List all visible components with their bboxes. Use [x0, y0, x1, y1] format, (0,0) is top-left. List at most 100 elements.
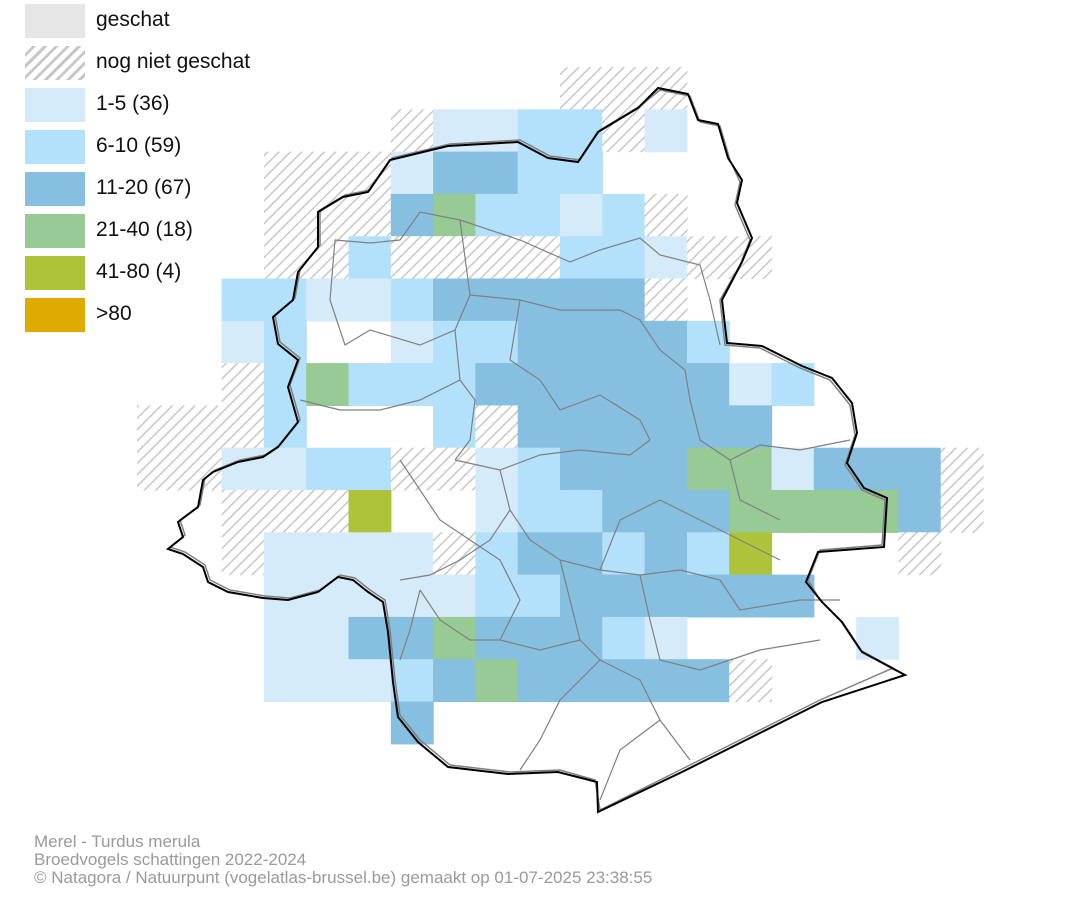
- grid-cell: [686, 659, 730, 703]
- legend-item-6-10: 6-10 (59): [25, 130, 325, 164]
- grid-cell: [602, 616, 646, 660]
- grid-cell: [306, 193, 350, 237]
- legend-item-11-20: 11-20 (67): [25, 172, 325, 206]
- legend-item-1-5: 1-5 (36): [25, 88, 325, 122]
- grid-cell: [306, 616, 350, 660]
- legend-label: 11-20 (67): [96, 176, 192, 199]
- grid-cell: [433, 574, 476, 618]
- grid-cell: [560, 405, 603, 449]
- grid-cell: [179, 405, 223, 449]
- legend-swatch: [25, 88, 85, 122]
- grid-cell: [221, 278, 265, 322]
- grid-cell: [475, 278, 519, 322]
- grid-cell: [560, 109, 603, 153]
- grid-cell: [433, 616, 476, 660]
- grid-cell: [433, 320, 476, 364]
- legend-item-nog-niet-geschat: nog niet geschat: [25, 46, 325, 80]
- grid-cell: [560, 532, 603, 576]
- grid-cell: [602, 659, 646, 703]
- grid-cell: [263, 151, 307, 195]
- grid-cell: [517, 236, 561, 280]
- grid-cell: [475, 616, 519, 660]
- grid-cell: [433, 236, 476, 280]
- grid-cell: [306, 574, 350, 618]
- grid-cell: [137, 447, 180, 491]
- grid-cell: [644, 320, 688, 364]
- grid-cell: [348, 193, 392, 237]
- grid-cell: [433, 193, 476, 237]
- grid-cell: [390, 701, 434, 745]
- grid-cell: [306, 490, 350, 533]
- grid-cell: [729, 659, 773, 703]
- grid-cells: [137, 67, 984, 745]
- grid-cell: [475, 490, 519, 533]
- grid-cell: [517, 532, 561, 576]
- legend-label: nog niet geschat: [96, 50, 251, 73]
- grid-cell: [433, 405, 476, 449]
- grid-cell: [475, 363, 519, 406]
- grid-cell: [306, 151, 350, 195]
- grid-cell: [771, 574, 815, 618]
- grid-cell: [475, 236, 519, 280]
- grid-cell: [475, 574, 519, 618]
- grid-cell: [263, 532, 307, 576]
- grid-cell: [644, 278, 688, 322]
- caption-species: Merel - Turdus merula: [34, 832, 201, 851]
- grid-cell: [306, 278, 350, 322]
- grid-cell: [517, 320, 561, 364]
- legend-swatch: [25, 46, 85, 80]
- grid-cell: [475, 109, 519, 153]
- grid-cell: [644, 574, 688, 618]
- grid-cell: [644, 532, 688, 576]
- grid-cell: [517, 490, 561, 533]
- grid-cell: [517, 278, 561, 322]
- legend-label: 1-5 (36): [96, 92, 170, 115]
- grid-cell: [560, 659, 603, 703]
- grid-cell: [390, 532, 434, 576]
- legend-swatch: [25, 4, 85, 38]
- legend-label: 6-10 (59): [96, 134, 182, 157]
- grid-cell: [137, 405, 180, 449]
- grid-cell: [306, 659, 350, 703]
- grid-cell: [263, 616, 307, 660]
- grid-cell: [348, 616, 392, 660]
- legend-label: 21-40 (18): [96, 218, 193, 241]
- grid-cell: [221, 532, 265, 576]
- grid-cell: [686, 363, 730, 406]
- grid-cell: [475, 405, 519, 449]
- grid-cell: [263, 320, 307, 364]
- legend-label: 41-80 (4): [96, 260, 182, 283]
- grid-cell: [348, 659, 392, 703]
- grid-cell: [729, 490, 773, 533]
- grid-cell: [856, 447, 899, 491]
- legend-item-geschat: geschat: [25, 4, 325, 38]
- grid-cell: [729, 405, 773, 449]
- grid-cell: [221, 447, 265, 491]
- grid-cell: [221, 320, 265, 364]
- legend-label: geschat: [96, 8, 170, 31]
- grid-cell: [560, 67, 603, 110]
- grid-cell: [644, 363, 688, 406]
- grid-cell: [517, 616, 561, 660]
- grid-cell: [390, 278, 434, 322]
- grid-cell: [644, 193, 688, 237]
- grid-cell: [517, 405, 561, 449]
- grid-cell: [771, 363, 815, 406]
- grid-cell: [729, 363, 773, 406]
- legend-swatch: [25, 256, 85, 290]
- grid-cell: [940, 447, 984, 491]
- legend-label: >80: [96, 302, 132, 325]
- grid-cell: [686, 490, 730, 533]
- grid-cell: [433, 151, 476, 195]
- legend-item-over-80: >80: [25, 298, 325, 332]
- grid-cell: [390, 193, 434, 237]
- grid-cell: [348, 490, 392, 533]
- grid-cell: [686, 532, 730, 576]
- grid-cell: [602, 278, 646, 322]
- grid-cell: [771, 447, 815, 491]
- grid-cell: [390, 659, 434, 703]
- grid-cell: [644, 659, 688, 703]
- legend-swatch: [25, 214, 85, 248]
- grid-cell: [263, 363, 307, 406]
- grid-cell: [686, 574, 730, 618]
